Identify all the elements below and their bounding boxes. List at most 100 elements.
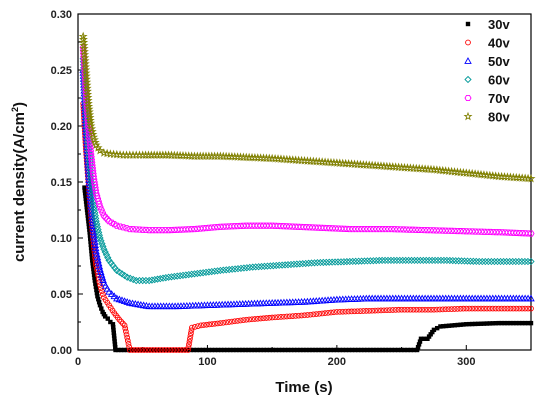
data-point: [425, 336, 430, 341]
data-point: [167, 347, 174, 353]
data-point: [88, 239, 93, 244]
data-point: [383, 347, 388, 353]
x-tick-label: 300: [457, 356, 475, 368]
data-point: [331, 309, 337, 316]
data-point: [185, 344, 192, 351]
legend-item-60v: 60v: [464, 73, 510, 88]
data-point: [285, 347, 291, 353]
data-point: [365, 347, 370, 353]
data-point: [118, 318, 124, 325]
data-point: [273, 347, 279, 353]
data-point: [430, 329, 435, 335]
data-point: [257, 315, 264, 322]
data-point: [96, 234, 104, 242]
data-point: [105, 287, 113, 295]
data-point: [281, 261, 289, 269]
data-point: [313, 259, 322, 267]
legend-item-70v: 70v: [464, 91, 510, 106]
data-point: [240, 347, 245, 353]
data-point: [105, 218, 113, 225]
data-point: [124, 334, 131, 341]
data-point: [387, 256, 395, 265]
data-point: [396, 256, 404, 265]
data-point: [481, 257, 489, 266]
data-point: [139, 276, 147, 285]
y-axis-title-close: ): [11, 102, 28, 107]
data-point: [126, 344, 132, 350]
data-point: [325, 258, 333, 266]
data-point: [221, 347, 227, 353]
data-point: [307, 311, 314, 318]
data-point: [316, 347, 321, 353]
data-point: [417, 339, 423, 344]
data-point: [392, 347, 398, 353]
y-axis-title-main: current density(A/cm: [11, 112, 28, 262]
data-point: [501, 305, 508, 312]
data-point: [354, 257, 363, 265]
series-70v: [79, 44, 535, 237]
legend-item-30v: 30v: [465, 17, 510, 32]
data-point: [286, 313, 293, 320]
data-point: [89, 248, 94, 254]
data-point: [89, 251, 94, 257]
data-point: [94, 225, 102, 234]
data-point: [469, 321, 475, 327]
data-point: [94, 256, 102, 264]
data-point: [469, 305, 476, 312]
data-point: [237, 347, 242, 353]
data-point: [428, 256, 436, 265]
data-point: [496, 320, 501, 326]
data-point: [260, 315, 267, 322]
data-point: [185, 347, 191, 353]
data-point: [460, 305, 467, 312]
data-point: [161, 347, 166, 353]
data-point: [162, 274, 170, 282]
data-point: [86, 219, 91, 224]
data-point: [95, 262, 104, 270]
data-point: [410, 306, 417, 313]
data-point: [198, 322, 204, 329]
data-point: [352, 257, 360, 265]
y-tick-label: 0.25: [51, 65, 72, 77]
data-point: [249, 347, 254, 353]
data-point: [336, 308, 343, 315]
data-point: [206, 321, 213, 328]
data-point: [211, 320, 218, 327]
data-point: [93, 220, 101, 228]
data-point: [205, 268, 213, 276]
data-point: [266, 314, 273, 321]
data-point: [113, 344, 118, 350]
data-point: [359, 347, 364, 353]
data-point: [434, 256, 442, 265]
data-point: [375, 256, 383, 265]
data-point: [490, 321, 495, 326]
data-point: [374, 347, 379, 353]
data-point: [88, 245, 94, 251]
data-point: [147, 347, 153, 353]
data-point: [438, 324, 443, 329]
data-point: [83, 196, 88, 201]
data-point: [96, 265, 104, 273]
data-point: [290, 260, 298, 268]
data-point: [255, 347, 260, 353]
y-tick-label: 0.05: [51, 289, 72, 301]
data-point: [298, 312, 305, 319]
data-point: [210, 267, 219, 275]
data-point: [92, 275, 97, 280]
data-point: [264, 347, 270, 353]
data-point: [304, 259, 313, 267]
data-point: [167, 273, 176, 281]
data-point: [200, 322, 207, 328]
data-point: [513, 305, 520, 312]
data-point: [496, 257, 505, 266]
data-point: [122, 325, 129, 332]
data-point: [404, 256, 413, 265]
data-point: [481, 305, 487, 312]
data-point: [83, 193, 88, 199]
data-point: [514, 320, 519, 326]
data-point: [182, 347, 188, 353]
data-point: [486, 305, 493, 312]
data-point: [101, 311, 107, 317]
data-point: [252, 316, 258, 322]
data-point: [484, 305, 490, 312]
